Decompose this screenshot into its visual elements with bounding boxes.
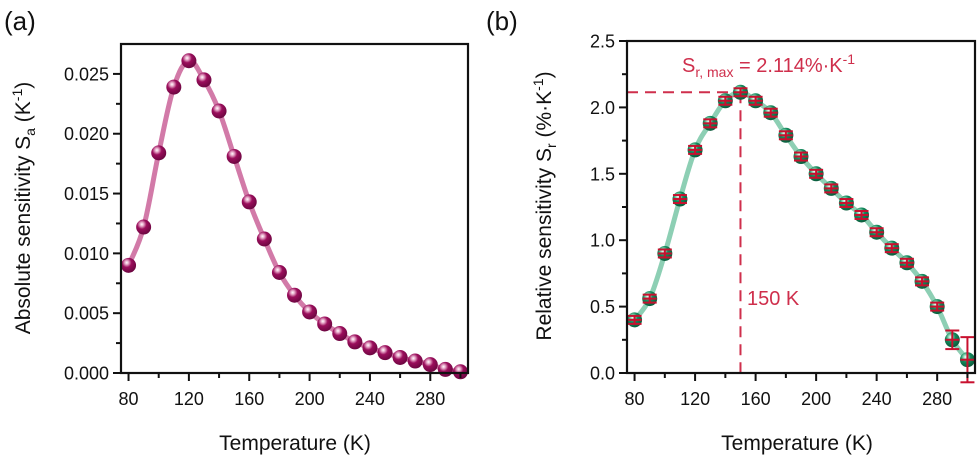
data-point [241, 194, 257, 210]
panel-label-a: (a) [4, 6, 36, 36]
annotation-value: = 2.114%·K [733, 55, 843, 77]
data-point [256, 231, 272, 247]
data-point [181, 53, 197, 69]
x-tick-labels: 80 120 160 200 240 280 [625, 389, 953, 409]
data-point [287, 287, 302, 303]
x-tick-label: 160 [234, 389, 264, 409]
y-tick-label: 0.000 [64, 364, 109, 384]
max-sensitivity-annotation: Sr, max = 2.114%·K-1 [682, 51, 855, 80]
x-axis-title: Temperature (K) [721, 432, 873, 455]
data-point [226, 148, 242, 164]
y-axis-title-close: ) [533, 71, 556, 78]
y-tick-labels: 0.0 0.5 1.0 1.5 2.0 2.5 [590, 32, 615, 384]
data-point [136, 219, 152, 235]
plot-frame [119, 42, 470, 375]
y-tick-label: 1.0 [590, 231, 615, 251]
y-axis-title-sup: -1 [9, 89, 25, 102]
x-tick-label: 120 [174, 389, 204, 409]
y-tick-label: 0.005 [64, 304, 109, 324]
y-axis-title-sub: r [543, 143, 559, 148]
y-axis-title-unit: (K [12, 101, 35, 128]
annotation-sup: -1 [843, 51, 856, 67]
data-point [121, 257, 137, 273]
panel-label-b: (b) [486, 6, 518, 36]
data-point [392, 349, 408, 365]
annotation-main: S [682, 55, 695, 77]
x-tick-label: 200 [295, 389, 325, 409]
peak-temperature-annotation: 150 K [747, 288, 800, 310]
y-axis-title-close: ) [12, 82, 35, 89]
x-tick-label: 80 [119, 389, 139, 409]
y-axis-title-unit: (%·K [533, 91, 556, 144]
y-axis-title: Relative sensitivity Sr (%·K-1) [530, 71, 559, 340]
series-markers [627, 84, 975, 368]
y-axis-title: Absolute sensitivity Sa (K-1) [9, 82, 38, 335]
x-tick-label: 160 [741, 389, 771, 409]
data-point [362, 340, 378, 356]
y-axis-title-main: Absolute sensitivity S [12, 136, 35, 334]
y-tick-label: 0.0 [590, 364, 615, 384]
panel-a-absolute-sensitivity: (a) 80 120 160 200 240 280 0.0000.0050.0100.0… [4, 6, 470, 455]
data-point [196, 72, 212, 88]
data-point [317, 316, 333, 332]
x-tick-label: 80 [625, 389, 645, 409]
y-tick-label: 0.5 [590, 297, 615, 317]
series-markers [121, 53, 468, 380]
y-tick-label: 0.020 [64, 124, 109, 144]
error-bars [627, 87, 975, 384]
axes [619, 39, 977, 381]
data-point [332, 326, 348, 342]
x-tick-labels: 80 120 160 200 240 280 [119, 389, 446, 409]
data-point [407, 353, 423, 369]
series-line [632, 89, 970, 363]
x-tick-label: 120 [680, 389, 710, 409]
y-tick-label: 0.015 [64, 184, 109, 204]
x-tick-label: 200 [801, 389, 831, 409]
y-tick-label: 0.025 [64, 64, 109, 84]
data-point [211, 103, 227, 119]
data-point [302, 304, 318, 320]
annotation-sub: r, max [695, 64, 733, 80]
data-point [452, 364, 468, 380]
x-tick-label: 240 [355, 389, 385, 409]
x-tick-label: 280 [415, 389, 445, 409]
y-tick-labels: 0.000 0.005 0.010 0.015 0.020 0.025 [64, 64, 109, 383]
y-tick-label: 1.5 [590, 164, 615, 184]
data-point [422, 357, 438, 373]
series-line [126, 58, 463, 375]
data-point [377, 345, 393, 361]
data-point [271, 265, 287, 281]
data-point [151, 145, 167, 161]
data-point [166, 79, 182, 95]
data-point [437, 361, 453, 377]
axes [113, 42, 470, 381]
y-tick-label: 0.010 [64, 244, 109, 264]
x-axis-title: Temperature (K) [219, 432, 371, 455]
y-tick-label: 2.0 [590, 98, 615, 118]
series-curve [126, 58, 463, 375]
panel-b-relative-sensitivity: (b) 80 120 160 200 240 280 0.0 0.5 1.0 1.5 2.0 2.5… [486, 6, 977, 455]
series-curve [632, 89, 970, 363]
data-point [347, 334, 363, 350]
x-tick-label: 240 [862, 389, 892, 409]
x-tick-label: 280 [922, 389, 952, 409]
y-axis-title-main: Relative sensitivity S [533, 148, 556, 341]
y-axis-title-sub: a [22, 128, 38, 136]
peak-reference-lines [627, 91, 742, 373]
y-axis-title-sup: -1 [530, 78, 546, 91]
y-tick-label: 2.5 [590, 32, 615, 52]
